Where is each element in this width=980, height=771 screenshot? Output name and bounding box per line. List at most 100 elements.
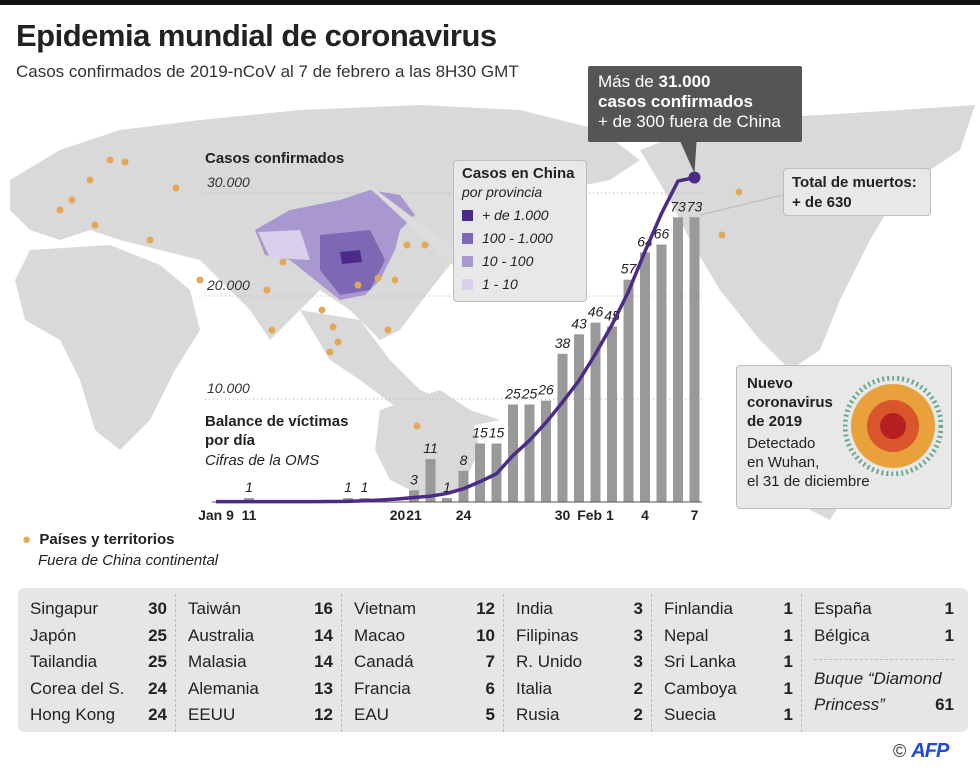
country-row: Hong Kong 24 — [30, 702, 167, 729]
country-count: 7 — [485, 652, 495, 671]
country-row: Australia 14 — [188, 623, 333, 650]
country-count: 2 — [633, 678, 643, 698]
country-row: Corea del S. 24 — [30, 676, 167, 703]
country-count: 1 — [944, 625, 954, 645]
country-name: Australia — [188, 625, 255, 645]
death-bar-label: 57 — [621, 261, 638, 277]
country-name: Alemania — [188, 678, 259, 698]
coronavirus-illustration-icon — [843, 376, 943, 476]
china-province-legend: Casos en China por provincia + de 1.000 … — [453, 160, 587, 302]
death-bar-label: 15 — [472, 425, 488, 441]
x-tick-label: Jan 9 — [198, 507, 234, 523]
death-bar-label: 38 — [555, 335, 571, 351]
countries-table: Singapur 30 Japón 25 Tailandia 25 Corea del S.… — [18, 588, 968, 732]
country-name: Bélgica — [814, 625, 870, 645]
x-tick-label: Feb 1 — [577, 507, 614, 523]
country-row: Malasia 14 — [188, 649, 333, 676]
country-row: Rusia 2 — [516, 702, 643, 729]
death-bar — [458, 470, 469, 502]
x-tick-label: 4 — [641, 507, 649, 523]
country-name: Vietnam — [354, 599, 417, 618]
country-count: 2 — [633, 705, 643, 724]
legend-item: 100 - 1.000 — [462, 227, 578, 250]
country-row: España 1 — [814, 596, 954, 623]
death-bar-label: 66 — [654, 226, 670, 242]
country-count: 25 — [148, 652, 167, 671]
country-row: Finlandia 1 — [664, 596, 793, 623]
country-row: Tailandia 25 — [30, 649, 167, 676]
countries-legend-title: ● Países y territorios — [22, 531, 175, 548]
deaths-chart-title: Balance de víctimas por día — [205, 413, 349, 449]
country-row: Suecia 1 — [664, 702, 793, 729]
death-bar — [623, 279, 634, 502]
x-tick-label: 20 — [390, 507, 406, 523]
death-bar — [442, 498, 452, 502]
country-count: 24 — [148, 678, 167, 698]
country-name: EAU — [354, 705, 389, 724]
country-row: EAU 5 — [354, 702, 495, 729]
x-tick-label: 11 — [242, 507, 257, 523]
country-row: Italia 2 — [516, 676, 643, 703]
cases-axis-title: Casos confirmados — [205, 150, 345, 167]
y-tick-label: 30.000 — [207, 174, 250, 190]
x-tick-label: 7 — [691, 507, 699, 523]
death-bar — [689, 217, 700, 503]
country-name: Hong Kong — [30, 705, 116, 724]
death-bar-label: 26 — [537, 382, 554, 398]
country-name: España — [814, 599, 872, 618]
country-count: 25 — [148, 625, 167, 645]
countries-column: Finlandia 1 Nepal 1 Sri Lanka 1 Camboya 1 Suecia… — [652, 594, 802, 732]
country-row: Alemania 13 — [188, 676, 333, 703]
country-count: 12 — [314, 705, 333, 724]
country-count: 1 — [783, 705, 793, 724]
death-bar-label: 25 — [504, 386, 521, 402]
countries-column: Taiwán 16 Australia 14 Malasia 14 Alemania 13 EE… — [176, 594, 342, 732]
country-name: Japón — [30, 625, 77, 645]
country-name: Rusia — [516, 705, 560, 724]
countries-column: Singapur 30 Japón 25 Tailandia 25 Corea del S.… — [18, 594, 176, 732]
countries-column: India 3 Filipinas 3 R. Unido 3 Italia 2 Rusia 2 — [504, 594, 652, 732]
country-name: Francia — [354, 678, 411, 698]
country-name: Sri Lanka — [664, 652, 736, 671]
tibet-region — [258, 230, 310, 260]
country-row: R. Unido 3 — [516, 649, 643, 676]
country-name: Taiwán — [188, 599, 241, 618]
afp-credit: © AFP — [893, 740, 949, 762]
country-count: 30 — [148, 599, 167, 618]
death-bar — [524, 404, 535, 502]
country-count: 1 — [783, 652, 793, 671]
legend-item: + de 1.000 — [462, 204, 578, 227]
death-bar — [541, 400, 551, 502]
australia-landmass — [375, 390, 480, 495]
country-count: 10 — [476, 625, 495, 645]
country-name: EEUU — [188, 705, 236, 724]
death-bar-label: 1 — [443, 479, 451, 495]
death-bar — [656, 244, 667, 502]
death-bar-label: 73 — [687, 198, 703, 214]
total-cases-callout: Más de 31.000 casos confirmados + de 300… — [588, 66, 802, 142]
hubei-province — [340, 250, 362, 264]
country-name: Canadá — [354, 652, 414, 671]
africa-landmass — [15, 245, 200, 450]
country-count: 3 — [633, 652, 643, 671]
death-bar-label: 1 — [361, 479, 369, 495]
death-bar — [590, 322, 601, 502]
country-count: 14 — [314, 652, 333, 671]
country-count: 16 — [314, 599, 333, 618]
death-bar-label: 43 — [571, 315, 587, 331]
death-bar-label: 46 — [588, 304, 604, 320]
death-bar-label: 73 — [670, 198, 686, 214]
country-row: Taiwán 16 — [188, 596, 333, 623]
country-name: Finlandia — [664, 599, 733, 618]
country-row: Japón 25 — [30, 623, 167, 650]
y-tick-label: 10.000 — [207, 380, 250, 396]
country-count: 1 — [783, 599, 793, 618]
country-count: 14 — [314, 625, 333, 645]
callout-pointer — [680, 142, 697, 174]
country-count: 6 — [485, 678, 495, 698]
x-tick-label: 24 — [456, 507, 472, 523]
country-name: India — [516, 599, 553, 618]
legend-item: 1 - 10 — [462, 273, 578, 296]
southeast-asia-landmass — [300, 310, 500, 430]
country-count: 3 — [633, 625, 643, 645]
